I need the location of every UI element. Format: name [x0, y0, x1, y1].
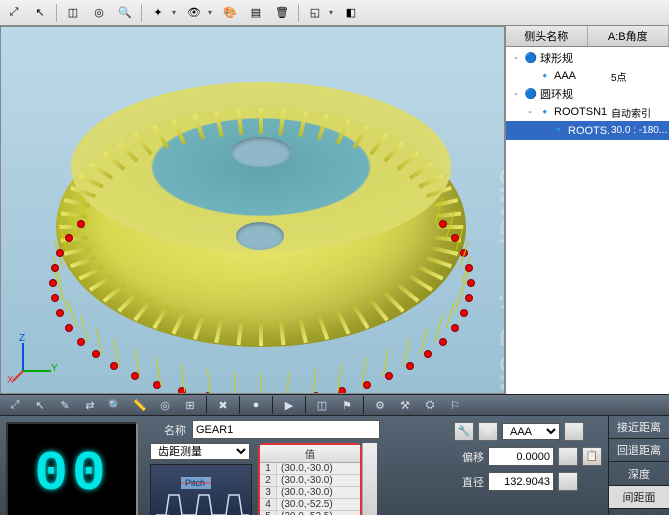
offset-pick-btn[interactable]: ↗: [558, 447, 578, 466]
side-col-angle: A:B角度: [588, 26, 669, 46]
coord-row[interactable]: 1(30.0,-30.0): [260, 463, 360, 475]
gear-lower-hole: [236, 222, 284, 250]
btb-dropper-button[interactable]: ✎: [54, 395, 76, 415]
cube-wire-button[interactable]: ◱: [303, 2, 327, 24]
btb-gear-button[interactable]: ⛭: [419, 395, 441, 415]
offset-input[interactable]: [488, 447, 554, 466]
axis-indicator: Z Y X: [11, 337, 57, 383]
btb-swap-button[interactable]: ⇄: [79, 395, 101, 415]
axis-z-label: Z: [19, 333, 25, 344]
cube-button[interactable]: ◫: [61, 2, 85, 24]
pitch-diagram: Pitch Offset: [150, 464, 252, 515]
diam-input[interactable]: [488, 472, 554, 491]
pointer-button[interactable]: ↖: [28, 2, 52, 24]
tree-row[interactable]: -🔹ROOTSN1自动索引: [506, 103, 669, 121]
mode-深度[interactable]: 深度: [609, 462, 669, 485]
name-input[interactable]: [192, 420, 380, 439]
diam-btn[interactable]: ⬚: [558, 472, 578, 491]
btb-target-button[interactable]: ◎: [154, 395, 176, 415]
btb-zoom-button[interactable]: 🔍: [104, 395, 126, 415]
probe-icon-btn[interactable]: 🔧: [454, 422, 474, 441]
axis-x-label: X: [7, 375, 14, 386]
cube-solid-button[interactable]: ◧: [339, 2, 363, 24]
mode-搜索距离[interactable]: 搜索距离: [609, 509, 669, 515]
btb-ruler-button[interactable]: 📏: [129, 395, 151, 415]
bottom-panel: ⤢↖✎⇄🔍📏◎⊞ ✖ ● ▶ ◫⚑ ⚙⚒⛭⚐ 00 名称 齿距测量: [0, 394, 669, 515]
offset-btn2[interactable]: 📋: [582, 447, 602, 466]
side-col-name: 侧头名称: [506, 26, 588, 46]
watermark: RationalDMIS RationalDMIS: [494, 167, 505, 394]
pitch-label: Pitch: [185, 478, 205, 488]
btb-delete-button[interactable]: ✖: [212, 395, 234, 415]
palette-button[interactable]: 🎨: [218, 2, 242, 24]
btb-sphere-button[interactable]: ●: [245, 395, 267, 415]
target-button[interactable]: ◎: [87, 2, 111, 24]
side-header: 侧头名称 A:B角度: [506, 26, 669, 47]
btb-dims-button[interactable]: ⊞: [179, 395, 201, 415]
btb-flag2-button[interactable]: ⚐: [444, 395, 466, 415]
probe-pick-btn[interactable]: ⌖: [564, 422, 584, 441]
btb-play-button[interactable]: ▶: [278, 395, 300, 415]
offset-field-label: 偏移: [454, 449, 484, 465]
tree-row[interactable]: -🔵圆环规: [506, 85, 669, 103]
gear-center-hole: [231, 137, 291, 167]
btb-tool2-button[interactable]: ⚒: [394, 395, 416, 415]
btb-flag-button[interactable]: ⚑: [336, 395, 358, 415]
side-panel: 侧头名称 A:B角度 -🔵球形规🔹AAA5点-🔵圆环规-🔹ROOTSN1自动索引…: [505, 26, 669, 394]
trash-button[interactable]: 🗑: [270, 2, 294, 24]
coord-scrollbar[interactable]: [362, 443, 377, 515]
zoom-window-button[interactable]: 🔍: [113, 2, 137, 24]
coord-header: 值: [260, 445, 360, 463]
coord-row[interactable]: 5(30.0,-52.5): [260, 511, 360, 515]
bottom-toolbar: ⤢↖✎⇄🔍📏◎⊞ ✖ ● ▶ ◫⚑ ⚙⚒⛭⚐: [0, 395, 669, 416]
diam-field-label: 直径: [454, 474, 484, 490]
digital-value: 00: [34, 442, 109, 506]
right-button-bar: 接近距离回退距离深度间距面搜索距离: [608, 416, 669, 515]
eye-button[interactable]: 👁: [182, 2, 206, 24]
top-toolbar: ⤢↖◫◎🔍✦▾👁▾🎨▤🗑◱▾◧: [0, 0, 669, 26]
tree-row[interactable]: -🔵球形规: [506, 49, 669, 67]
probe-select[interactable]: AAA: [502, 423, 560, 440]
mode-select[interactable]: 齿距测量: [150, 443, 250, 460]
probe-tree[interactable]: -🔵球形规🔹AAA5点-🔵圆环规-🔹ROOTSN1自动索引🔹ROOTS...30…: [506, 47, 669, 394]
coord-list[interactable]: 值 1(30.0,-30.0)2(30.0,-30.0)3(30.0,-30.0…: [258, 443, 362, 515]
viewport-3d[interactable]: RationalDMIS RationalDMIS Z Y X: [0, 26, 505, 394]
coord-row[interactable]: 2(30.0,-30.0): [260, 475, 360, 487]
name-label: 名称: [150, 422, 186, 438]
layers-button[interactable]: ▤: [244, 2, 268, 24]
axis-y-label: Y: [51, 363, 58, 374]
btb-tool1-button[interactable]: ⚙: [369, 395, 391, 415]
btb-cube-button[interactable]: ◫: [311, 395, 333, 415]
btb-pointer-button[interactable]: ↖: [29, 395, 51, 415]
probe-icon2-btn[interactable]: ◉: [478, 422, 498, 441]
tree-row[interactable]: 🔹AAA5点: [506, 67, 669, 85]
cursor-expand-button[interactable]: ⤢: [2, 2, 26, 24]
coord-row[interactable]: 4(30.0,-52.5): [260, 499, 360, 511]
btb-cursor-button[interactable]: ⤢: [4, 395, 26, 415]
coord-row[interactable]: 3(30.0,-30.0): [260, 487, 360, 499]
mode-间距面[interactable]: 间距面: [609, 486, 669, 509]
tree-row[interactable]: 🔹ROOTS...30.0 : -180...: [506, 121, 669, 140]
digital-readout: 00: [6, 422, 138, 515]
axes3d-button[interactable]: ✦: [146, 2, 170, 24]
mode-接近距离[interactable]: 接近距离: [609, 416, 669, 439]
mode-回退距离[interactable]: 回退距离: [609, 439, 669, 462]
